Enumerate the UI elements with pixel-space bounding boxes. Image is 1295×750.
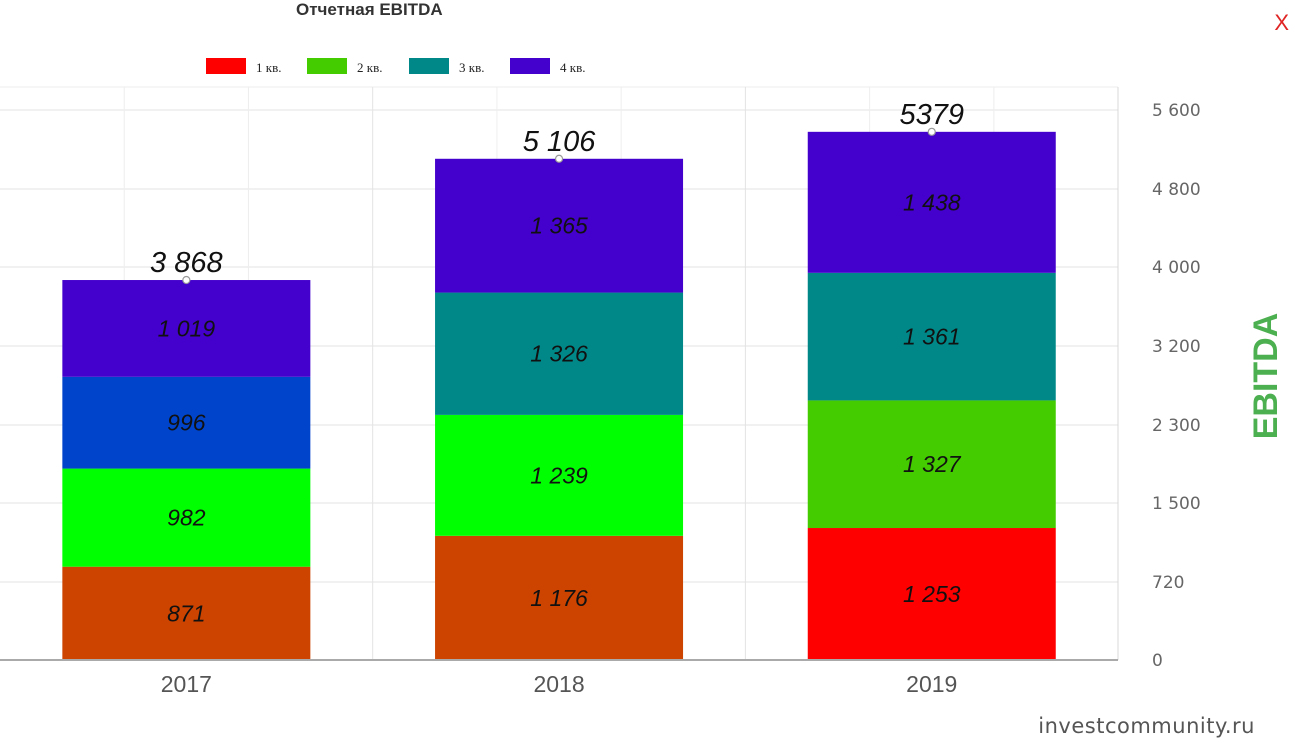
x-tick-label: 2017	[161, 671, 212, 697]
total-label: 3 868	[150, 247, 223, 279]
total-label: 5379	[899, 99, 964, 131]
y-tick-label: 4 000	[1152, 258, 1201, 278]
bar-segment	[807, 528, 1056, 660]
bar-segment	[62, 468, 311, 567]
bar-segment	[807, 272, 1056, 401]
y-tick-label: 3 200	[1152, 337, 1201, 357]
y-tick-label: 0	[1152, 651, 1163, 671]
bar-value-label: 1 438	[903, 189, 961, 215]
y-tick-label: 1 500	[1152, 494, 1201, 514]
x-tick-label: 2018	[533, 671, 584, 697]
total-marker	[554, 154, 564, 163]
bar-value-label: 996	[167, 410, 206, 436]
legend-label-q3: 3 кв.	[459, 60, 485, 75]
bar-value-label: 1 253	[903, 581, 961, 607]
y-axis-title: EBITDA	[1247, 313, 1285, 440]
bar-segment	[435, 414, 684, 536]
bar-segment	[62, 566, 311, 660]
total-marker	[182, 275, 191, 285]
bar-value-label: 1 019	[158, 315, 216, 341]
bar-segment	[807, 400, 1056, 529]
bar-segment	[807, 131, 1056, 273]
total-label: 5 106	[523, 126, 596, 158]
legend-label-q4: 4 кв.	[560, 60, 586, 75]
y-tick-label: 5 600	[1152, 101, 1201, 121]
legend-swatch-q1	[206, 58, 246, 74]
bar-value-label: 1 176	[530, 585, 588, 611]
y-tick-label: 4 800	[1152, 180, 1201, 200]
bar-value-label: 1 327	[903, 451, 962, 477]
bar-value-label: 982	[167, 505, 206, 531]
legend-swatch-q2	[307, 58, 347, 74]
legend-swatch-q4	[510, 58, 550, 74]
bar-value-label: 1 365	[530, 213, 588, 239]
bar-value-label: 1 239	[530, 462, 588, 488]
bar-segment	[62, 376, 311, 469]
legend-label-q1: 1 кв.	[256, 60, 282, 75]
x-tick-label: 2019	[906, 671, 957, 697]
y-tick-label: 2 300	[1152, 416, 1201, 436]
bar-segment	[435, 158, 684, 293]
chart-title: Отчетная EBITDA	[296, 0, 443, 19]
bar-segment	[62, 280, 311, 377]
total-marker	[927, 127, 936, 136]
bar-value-label: 1 361	[903, 324, 961, 350]
close-icon[interactable]: X	[1274, 10, 1289, 35]
bar-segment	[435, 292, 684, 415]
bar-value-label: 1 326	[530, 341, 588, 367]
bar-value-label: 871	[167, 600, 205, 626]
legend-swatch-q3	[409, 58, 449, 74]
legend-label-q2: 2 кв.	[357, 60, 383, 75]
y-tick-label: 720	[1152, 573, 1184, 593]
watermark: investcommunity.ru	[1038, 714, 1255, 738]
bar-segment	[435, 535, 684, 660]
